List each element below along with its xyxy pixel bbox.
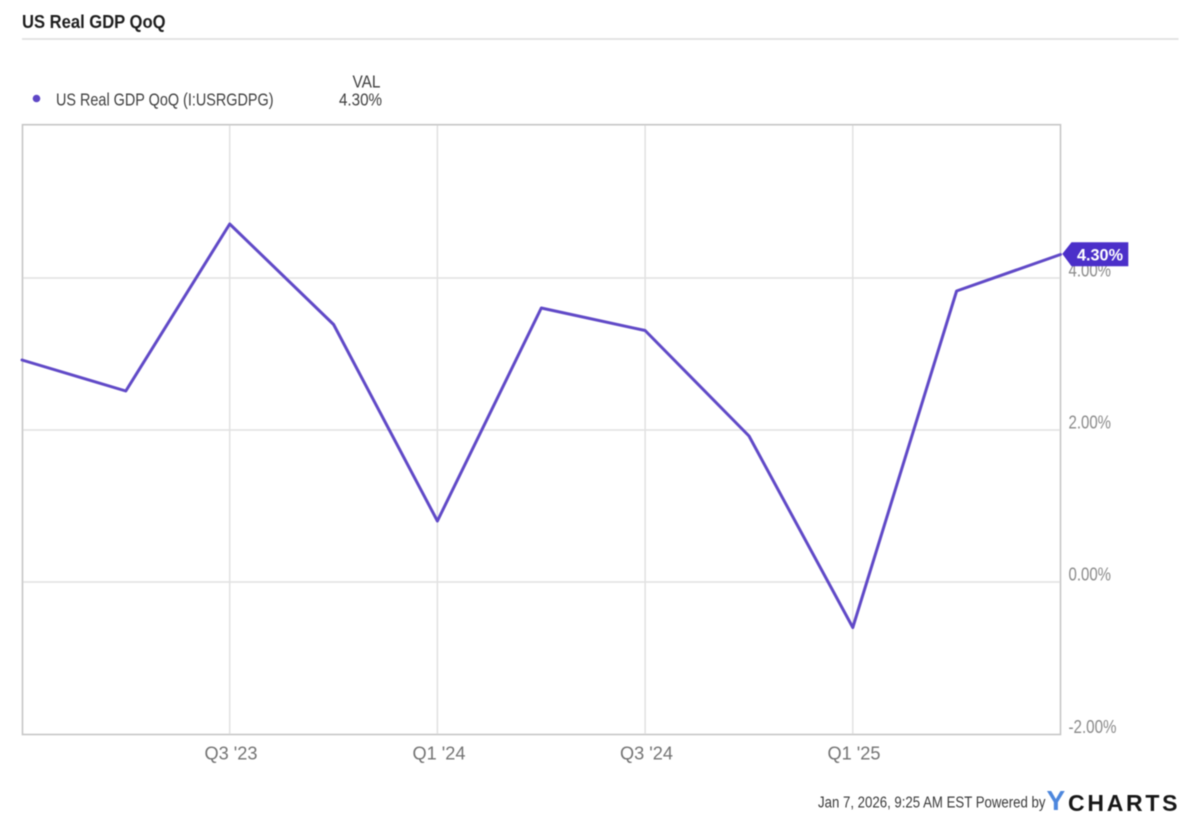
svg-text:Q1 '25: Q1 '25 xyxy=(828,744,881,764)
svg-text:0.00%: 0.00% xyxy=(1069,565,1112,585)
svg-text:-2.00%: -2.00% xyxy=(1069,717,1117,737)
svg-text:Jan 7, 2026, 9:25 AM EST Power: Jan 7, 2026, 9:25 AM EST Powered by xyxy=(818,795,1046,812)
svg-text:CHARTS: CHARTS xyxy=(1068,790,1178,816)
svg-text:VAL: VAL xyxy=(353,72,381,92)
svg-text:Q3 '23: Q3 '23 xyxy=(205,744,258,764)
svg-text:Q1 '24: Q1 '24 xyxy=(413,744,466,764)
svg-text:2.00%: 2.00% xyxy=(1069,413,1112,433)
svg-text:4.30%: 4.30% xyxy=(1077,246,1123,265)
svg-text:US Real GDP QoQ: US Real GDP QoQ xyxy=(22,12,166,32)
svg-text:US Real GDP QoQ (I:USRGDPG): US Real GDP QoQ (I:USRGDPG) xyxy=(56,90,274,110)
svg-text:Y: Y xyxy=(1047,785,1066,816)
svg-text:Q3 '24: Q3 '24 xyxy=(620,744,673,764)
svg-text:4.30%: 4.30% xyxy=(339,90,382,110)
